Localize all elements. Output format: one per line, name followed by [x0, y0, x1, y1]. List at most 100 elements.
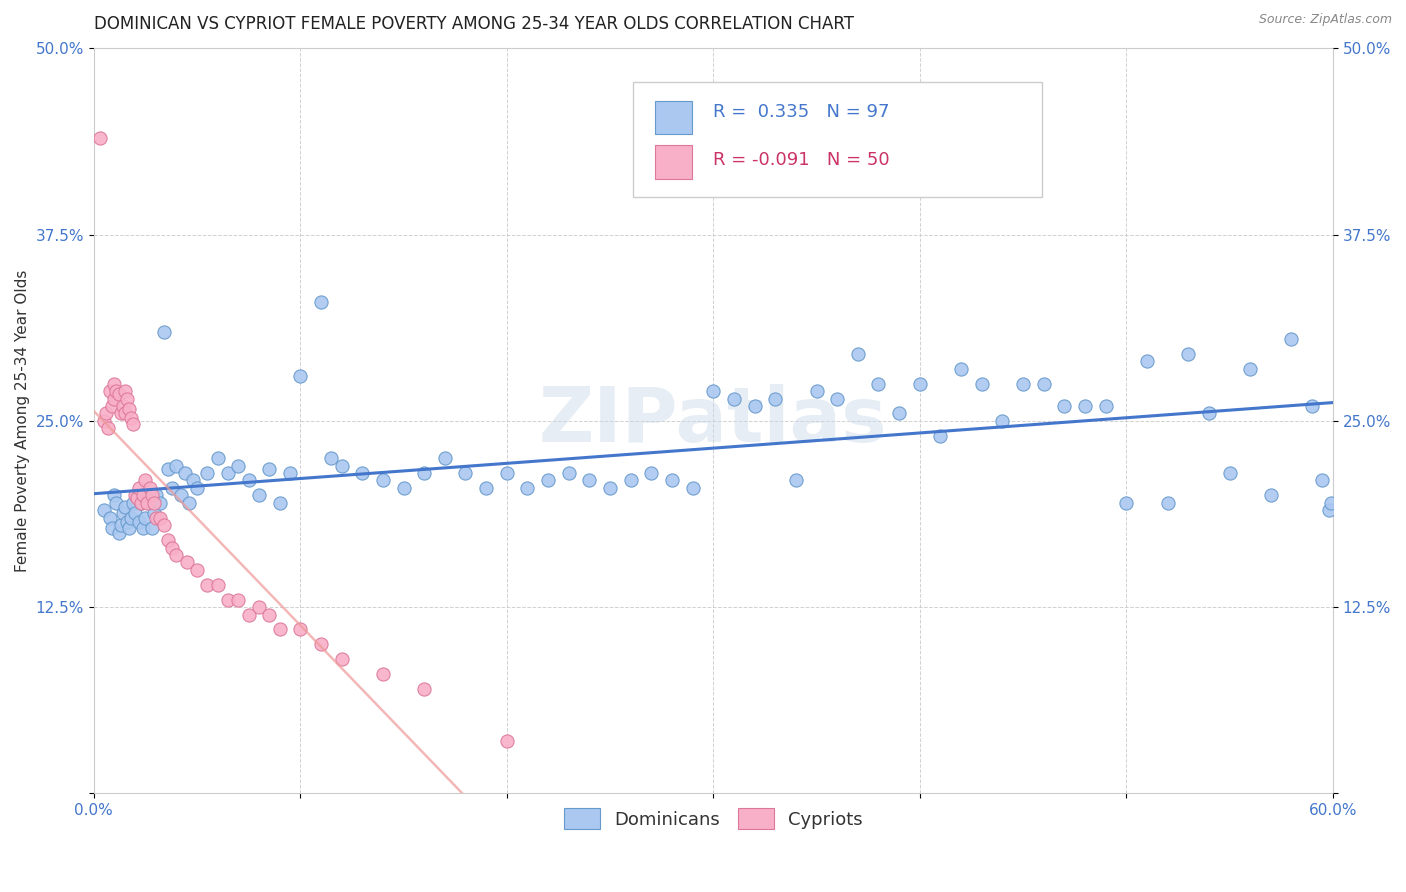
Point: [103, 392, 125, 406]
Point: [1312, 474, 1334, 488]
Point: [259, 461, 281, 475]
Point: [138, 496, 160, 510]
Point: [114, 407, 136, 421]
Point: [165, 548, 187, 562]
Text: ZIPatlas: ZIPatlas: [538, 384, 887, 458]
Point: [309, 294, 332, 309]
Point: [153, 518, 176, 533]
Point: [107, 387, 129, 401]
Point: [454, 466, 477, 480]
Point: [141, 488, 163, 502]
Point: [1260, 488, 1282, 502]
Point: [207, 451, 229, 466]
Point: [129, 496, 152, 510]
Point: [122, 496, 145, 510]
Point: [1012, 376, 1035, 391]
Point: [1156, 496, 1178, 510]
Point: [96, 407, 118, 421]
Point: [247, 600, 270, 615]
Point: [228, 458, 250, 473]
Point: [89, 131, 111, 145]
Point: [111, 506, 134, 520]
Point: [134, 510, 156, 524]
Point: [115, 392, 138, 406]
Point: [127, 488, 149, 502]
Point: [744, 399, 766, 413]
Point: [124, 488, 146, 502]
Point: [173, 466, 195, 480]
Point: [103, 488, 125, 502]
Point: [141, 521, 163, 535]
Point: [578, 474, 600, 488]
Point: [176, 556, 198, 570]
Bar: [633, 82, 1042, 197]
Point: [132, 521, 155, 535]
Point: [620, 474, 643, 488]
Point: [640, 466, 662, 480]
Point: [763, 392, 786, 406]
Point: [1032, 376, 1054, 391]
Point: [495, 466, 517, 480]
Point: [330, 458, 353, 473]
Point: [238, 607, 260, 622]
Point: [195, 578, 218, 592]
Point: [127, 491, 149, 506]
Point: [290, 369, 312, 384]
Point: [129, 496, 152, 510]
Point: [887, 407, 910, 421]
Text: DOMINICAN VS CYPRIOT FEMALE POVERTY AMONG 25-34 YEAR OLDS CORRELATION CHART: DOMINICAN VS CYPRIOT FEMALE POVERTY AMON…: [94, 15, 853, 33]
Point: [217, 466, 239, 480]
Point: [181, 474, 204, 488]
Point: [806, 384, 828, 398]
Point: [120, 411, 142, 425]
Text: R = -0.091   N = 50: R = -0.091 N = 50: [713, 151, 890, 169]
Point: [101, 521, 124, 535]
Point: [309, 637, 332, 651]
Bar: [655, 145, 692, 178]
Point: [142, 496, 165, 510]
Point: [157, 533, 180, 547]
Point: [269, 623, 291, 637]
Point: [98, 510, 121, 524]
Point: [785, 474, 807, 488]
Point: [1074, 399, 1097, 413]
Point: [846, 347, 869, 361]
Point: [825, 392, 848, 406]
Point: [723, 392, 745, 406]
Point: [259, 607, 281, 622]
Point: [1317, 503, 1340, 517]
Point: [558, 466, 581, 480]
Point: [702, 384, 724, 398]
Text: R =  0.335   N = 97: R = 0.335 N = 97: [713, 103, 890, 120]
Point: [269, 496, 291, 510]
Point: [475, 481, 498, 495]
Point: [136, 488, 159, 502]
Point: [238, 474, 260, 488]
Legend: Dominicans, Cypriots: Dominicans, Cypriots: [557, 801, 870, 837]
Point: [145, 488, 167, 502]
Point: [114, 384, 136, 398]
Point: [392, 481, 415, 495]
Point: [98, 384, 121, 398]
Point: [371, 667, 394, 681]
Point: [162, 541, 184, 555]
Point: [132, 488, 155, 502]
Point: [516, 481, 538, 495]
Point: [186, 481, 208, 495]
Point: [599, 481, 621, 495]
Point: [138, 481, 160, 495]
Point: [950, 361, 973, 376]
Point: [128, 515, 150, 529]
Point: [970, 376, 993, 391]
Point: [330, 652, 353, 666]
Point: [1218, 466, 1240, 480]
Point: [105, 496, 128, 510]
Point: [1136, 354, 1159, 368]
Point: [321, 451, 343, 466]
Point: [115, 515, 138, 529]
Point: [413, 681, 436, 696]
Point: [537, 474, 560, 488]
Point: [157, 461, 180, 475]
Point: [134, 474, 156, 488]
Point: [682, 481, 704, 495]
